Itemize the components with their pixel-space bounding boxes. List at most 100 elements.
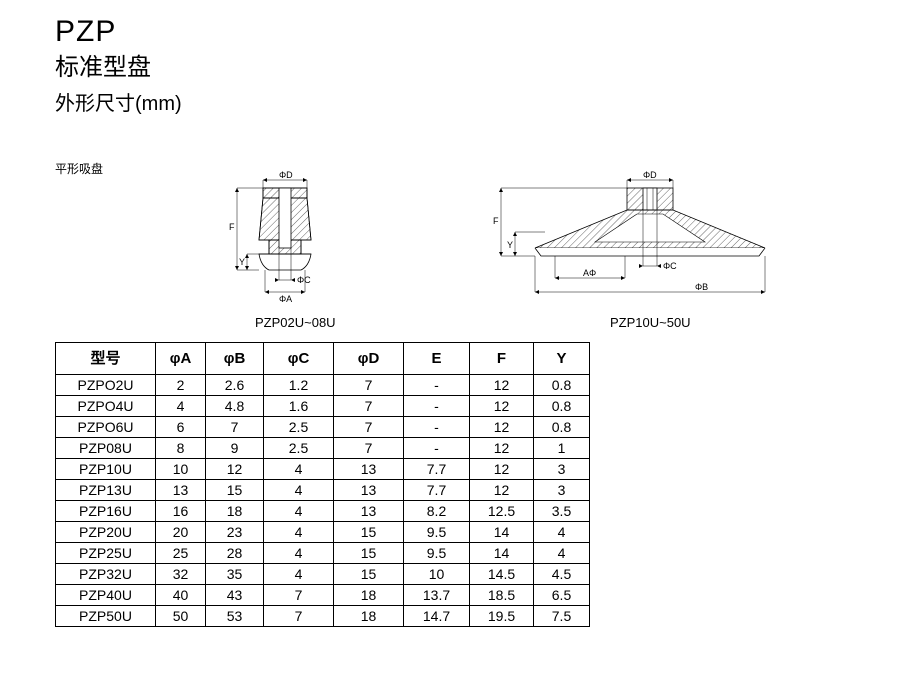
cell-value: 1 — [534, 438, 590, 459]
cell-value: 13.7 — [404, 585, 470, 606]
cell-value: 15 — [334, 564, 404, 585]
cell-value: 3.5 — [534, 501, 590, 522]
cell-value: 3 — [534, 480, 590, 501]
cell-value: 6.5 — [534, 585, 590, 606]
cell-value: 14.7 — [404, 606, 470, 627]
cell-value: 4 — [264, 501, 334, 522]
cell-value: - — [404, 375, 470, 396]
cell-value: 4 — [156, 396, 206, 417]
cell-value: 35 — [206, 564, 264, 585]
title-block: PZP 标准型盘 外形尺寸(mm) — [55, 14, 182, 116]
table-body: PZPO2U22.61.27-120.8PZPO4U44.81.67-120.8… — [56, 375, 590, 627]
cell-value: 25 — [156, 543, 206, 564]
col-phiA: φA — [156, 343, 206, 375]
cell-value: 15 — [334, 543, 404, 564]
cell-value: 7 — [264, 585, 334, 606]
cell-value: 16 — [156, 501, 206, 522]
col-phiD: φD — [334, 343, 404, 375]
cell-model: PZPO6U — [56, 417, 156, 438]
cell-value: 18 — [334, 606, 404, 627]
label-F-r: F — [493, 216, 499, 226]
cell-model: PZP25U — [56, 543, 156, 564]
cell-value: 2.5 — [264, 417, 334, 438]
cell-value: 50 — [156, 606, 206, 627]
cell-value: 4.8 — [206, 396, 264, 417]
col-model: 型号 — [56, 343, 156, 375]
cell-value: 14 — [470, 543, 534, 564]
col-phiB: φB — [206, 343, 264, 375]
cell-value: 8 — [156, 438, 206, 459]
cell-model: PZPO2U — [56, 375, 156, 396]
cell-model: PZPO4U — [56, 396, 156, 417]
cell-value: 7.7 — [404, 480, 470, 501]
cell-value: 7 — [334, 396, 404, 417]
cell-model: PZP40U — [56, 585, 156, 606]
cell-value: 13 — [156, 480, 206, 501]
table-row: PZP10U10124137.7123 — [56, 459, 590, 480]
table-row: PZP13U13154137.7123 — [56, 480, 590, 501]
cell-value: 8.2 — [404, 501, 470, 522]
cell-value: 13 — [334, 480, 404, 501]
cell-model: PZP08U — [56, 438, 156, 459]
cell-model: PZP20U — [56, 522, 156, 543]
cell-value: 4 — [264, 480, 334, 501]
cell-value: 10 — [156, 459, 206, 480]
label-phiD: ΦD — [279, 170, 293, 180]
cell-value: 18.5 — [470, 585, 534, 606]
cell-value: 14.5 — [470, 564, 534, 585]
cell-value: 12 — [470, 438, 534, 459]
cell-value: 0.8 — [534, 396, 590, 417]
label-phiA-r2: AΦ — [583, 268, 596, 278]
cell-value: - — [404, 396, 470, 417]
cell-value: 28 — [206, 543, 264, 564]
cell-value: 4.5 — [534, 564, 590, 585]
cell-value: 4 — [264, 543, 334, 564]
page-subtitle: 标准型盘 — [55, 52, 182, 83]
table-row: PZP08U892.57-121 — [56, 438, 590, 459]
page-title: PZP — [55, 14, 182, 50]
cell-value: 32 — [156, 564, 206, 585]
label-phiB-r: ΦB — [695, 282, 708, 292]
cell-value: 7 — [334, 438, 404, 459]
cell-value: 7.5 — [534, 606, 590, 627]
cell-model: PZP16U — [56, 501, 156, 522]
cell-value: 2.5 — [264, 438, 334, 459]
label-phiD-r: ΦD — [643, 170, 657, 180]
cell-value: 9.5 — [404, 522, 470, 543]
label-phiC-r: ΦC — [663, 261, 677, 271]
table-row: PZP25U25284159.5144 — [56, 543, 590, 564]
dimensions-table: 型号 φA φB φC φD E F Y PZPO2U22.61.27-120.… — [55, 342, 590, 627]
cell-value: 2 — [156, 375, 206, 396]
cell-value: 18 — [334, 585, 404, 606]
diagram-area: ΦD F Y ΦC ΦA PZP02U~08U — [55, 170, 835, 330]
label-Y: Y — [239, 257, 245, 267]
cell-value: 53 — [206, 606, 264, 627]
diagram-left-caption: PZP02U~08U — [255, 315, 336, 330]
cell-model: PZP13U — [56, 480, 156, 501]
cell-value: 4 — [534, 522, 590, 543]
label-phiC: ΦC — [297, 275, 311, 285]
cell-value: 40 — [156, 585, 206, 606]
cell-value: 12 — [470, 480, 534, 501]
cell-value: 0.8 — [534, 375, 590, 396]
cell-value: 4 — [264, 522, 334, 543]
cell-value: 7.7 — [404, 459, 470, 480]
table-row: PZP32U32354151014.54.5 — [56, 564, 590, 585]
cell-value: 15 — [206, 480, 264, 501]
cell-value: 1.2 — [264, 375, 334, 396]
table-row: PZP50U505371814.719.57.5 — [56, 606, 590, 627]
cell-value: 12 — [206, 459, 264, 480]
cell-value: 3 — [534, 459, 590, 480]
label-phiA: ΦA — [279, 294, 292, 304]
diagram-left: ΦD F Y ΦC ΦA — [185, 170, 405, 325]
label-F: F — [229, 222, 235, 232]
cell-value: 13 — [334, 501, 404, 522]
cell-value: 0.8 — [534, 417, 590, 438]
cell-value: 7 — [334, 417, 404, 438]
cell-value: 9 — [206, 438, 264, 459]
cell-value: 1.6 — [264, 396, 334, 417]
cell-value: 2.6 — [206, 375, 264, 396]
cell-value: 6 — [156, 417, 206, 438]
cell-value: 14 — [470, 522, 534, 543]
cell-model: PZP32U — [56, 564, 156, 585]
